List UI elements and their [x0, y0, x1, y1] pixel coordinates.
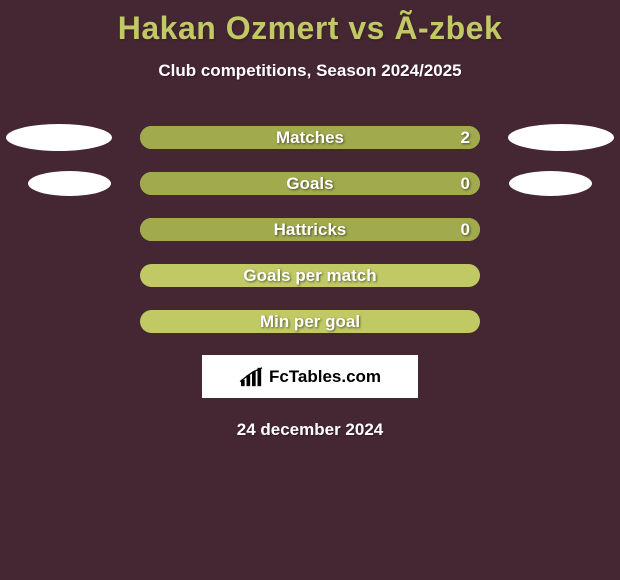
comparison-title: Hakan Ozmert vs Ã-zbek: [118, 10, 502, 47]
stat-bar: Min per goal: [140, 310, 480, 333]
avatar-placeholder-left: [28, 171, 111, 196]
chart-bars-icon: [239, 366, 265, 388]
avatar-placeholder-left: [6, 124, 112, 151]
stat-row: 0 Hattricks: [0, 218, 620, 241]
stats-area: 2 Matches 0 Goals 0 Hattricks Goals per match M…: [0, 126, 620, 333]
logo-text: FcTables.com: [269, 367, 381, 387]
snapshot-date: 24 december 2024: [237, 420, 384, 440]
stat-bar: Goals per match: [140, 264, 480, 287]
avatar-placeholder-right: [508, 124, 614, 151]
stat-bar: 0 Hattricks: [140, 218, 480, 241]
stat-label: Goals: [286, 174, 333, 194]
stat-row: Goals per match: [0, 264, 620, 287]
stat-row: 0 Goals: [0, 172, 620, 195]
stat-label: Min per goal: [260, 312, 360, 332]
stat-value-right: 2: [461, 128, 470, 148]
stat-row: 2 Matches: [0, 126, 620, 149]
stat-label: Goals per match: [243, 266, 376, 286]
comparison-subtitle: Club competitions, Season 2024/2025: [158, 61, 461, 81]
stat-value-right: 0: [461, 220, 470, 240]
fctables-logo: FcTables.com: [202, 355, 418, 398]
stat-row: Min per goal: [0, 310, 620, 333]
avatar-placeholder-right: [509, 171, 592, 196]
stat-bar: 0 Goals: [140, 172, 480, 195]
stat-label: Hattricks: [274, 220, 347, 240]
stat-label: Matches: [276, 128, 344, 148]
stat-value-right: 0: [461, 174, 470, 194]
stat-bar: 2 Matches: [140, 126, 480, 149]
